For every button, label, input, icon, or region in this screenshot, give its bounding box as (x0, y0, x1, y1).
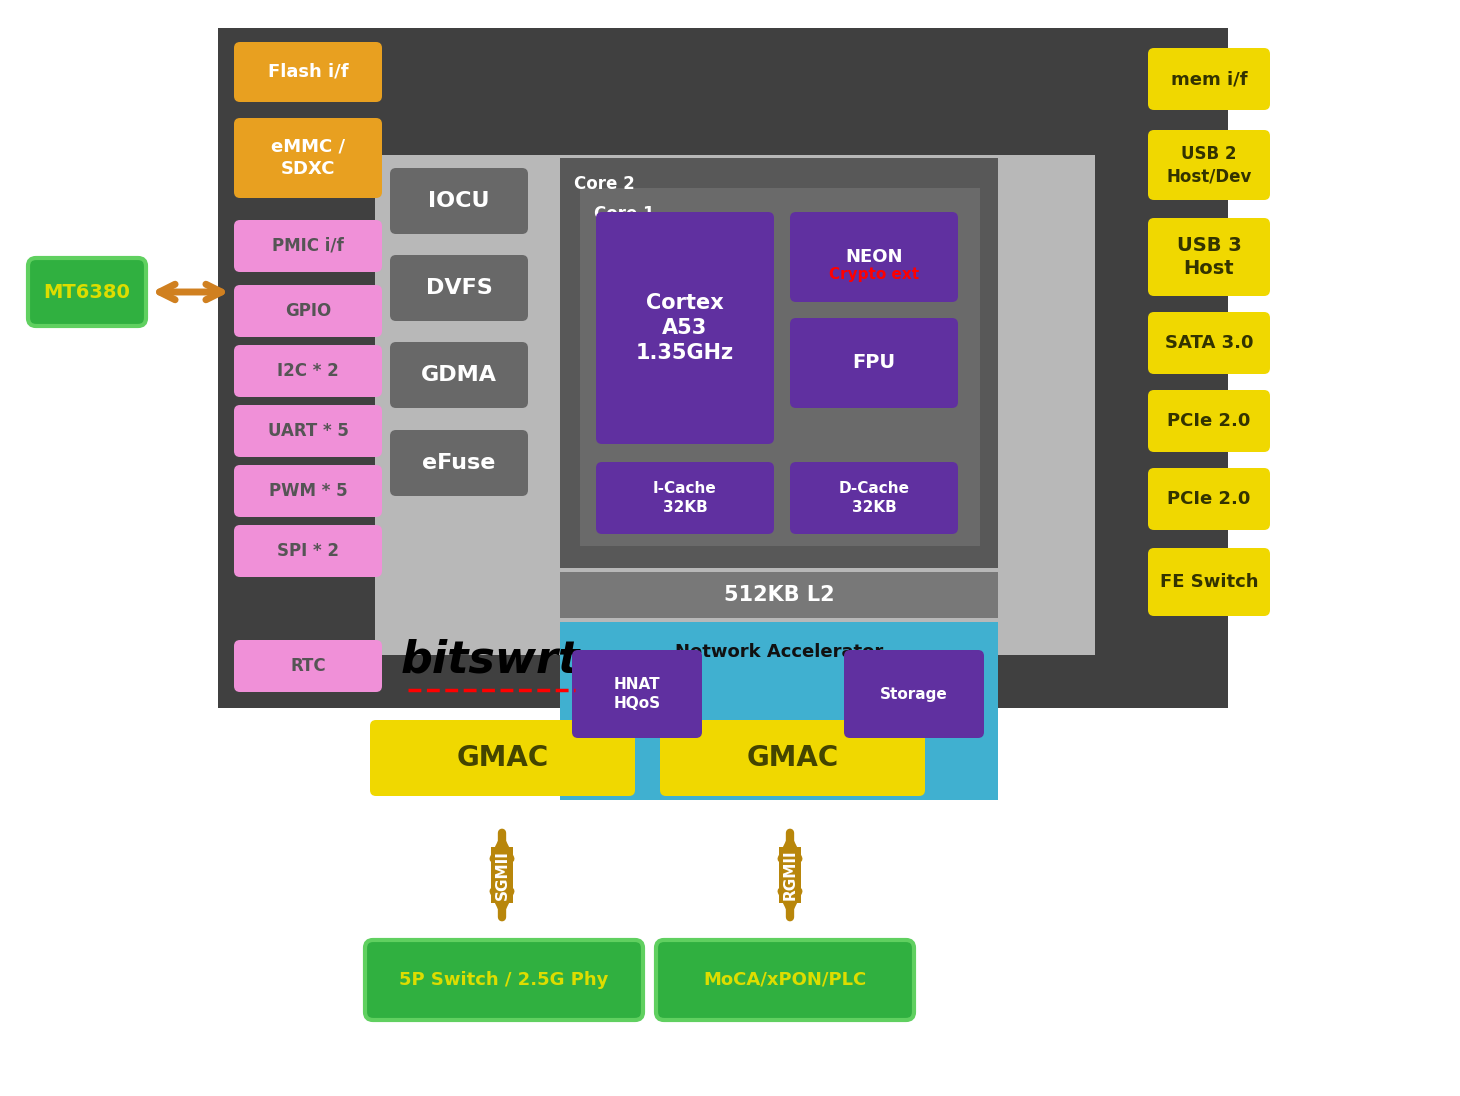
Text: PCIe 2.0: PCIe 2.0 (1168, 412, 1251, 430)
FancyBboxPatch shape (234, 640, 383, 692)
Bar (561, 572, 999, 618)
Text: mem i/f: mem i/f (1171, 70, 1247, 88)
FancyBboxPatch shape (660, 720, 926, 796)
Text: DVFS: DVFS (426, 278, 492, 298)
Text: RTC: RTC (291, 657, 326, 675)
Text: SPI * 2: SPI * 2 (277, 543, 339, 560)
Text: MoCA/xPON/PLC: MoCA/xPON/PLC (704, 971, 867, 989)
Text: 5P Switch / 2.5G Phy: 5P Switch / 2.5G Phy (400, 971, 609, 989)
FancyBboxPatch shape (1148, 468, 1270, 530)
Text: FPU: FPU (853, 354, 895, 373)
Text: eMMC /
SDXC: eMMC / SDXC (272, 138, 345, 179)
Text: USB 3
Host: USB 3 Host (1177, 236, 1241, 278)
FancyBboxPatch shape (390, 342, 529, 408)
FancyBboxPatch shape (1148, 390, 1270, 452)
Bar (580, 189, 980, 546)
FancyBboxPatch shape (596, 212, 774, 444)
FancyBboxPatch shape (1148, 218, 1270, 296)
Text: SATA 3.0: SATA 3.0 (1165, 334, 1253, 352)
Text: Cortex
A53
1.35GHz: Cortex A53 1.35GHz (637, 294, 734, 363)
FancyBboxPatch shape (234, 345, 383, 397)
FancyBboxPatch shape (234, 525, 383, 576)
FancyBboxPatch shape (1148, 130, 1270, 199)
Text: HNAT
HQoS: HNAT HQoS (613, 677, 660, 711)
Text: RGMII: RGMII (783, 849, 797, 900)
Text: I-Cache
32KB: I-Cache 32KB (653, 481, 717, 515)
FancyBboxPatch shape (234, 285, 383, 336)
FancyBboxPatch shape (390, 430, 529, 496)
Text: Flash i/f: Flash i/f (267, 62, 349, 81)
Text: UART * 5: UART * 5 (267, 422, 349, 439)
FancyBboxPatch shape (234, 406, 383, 457)
Text: PWM * 5: PWM * 5 (269, 482, 347, 500)
FancyBboxPatch shape (572, 650, 702, 738)
Bar (218, 28, 1228, 708)
FancyBboxPatch shape (390, 168, 529, 235)
FancyBboxPatch shape (234, 118, 383, 198)
FancyBboxPatch shape (234, 42, 383, 102)
Text: bitswrt: bitswrt (400, 639, 580, 682)
Bar (375, 155, 1095, 655)
Bar (561, 158, 999, 568)
Text: I2C * 2: I2C * 2 (277, 362, 339, 380)
Bar (561, 623, 999, 800)
Text: MT6380: MT6380 (44, 283, 130, 301)
FancyBboxPatch shape (790, 463, 958, 534)
Text: FE Switch: FE Switch (1159, 573, 1259, 591)
FancyBboxPatch shape (1148, 48, 1270, 110)
Text: Core 1: Core 1 (594, 205, 654, 222)
Text: Core 2: Core 2 (574, 175, 635, 193)
Text: GDMA: GDMA (420, 365, 496, 385)
FancyBboxPatch shape (1148, 548, 1270, 616)
Text: IOCU: IOCU (428, 191, 489, 212)
Text: SGMII: SGMII (495, 850, 510, 900)
Text: Crypto ext: Crypto ext (829, 266, 918, 282)
FancyBboxPatch shape (234, 220, 383, 272)
Text: GMAC: GMAC (457, 744, 549, 772)
FancyBboxPatch shape (390, 255, 529, 321)
Text: USB 2
Host/Dev: USB 2 Host/Dev (1167, 145, 1251, 185)
Text: PCIe 2.0: PCIe 2.0 (1168, 490, 1251, 509)
Text: Storage: Storage (880, 686, 948, 701)
Text: GMAC: GMAC (746, 744, 838, 772)
FancyBboxPatch shape (365, 940, 642, 1020)
Text: PMIC i/f: PMIC i/f (272, 237, 345, 255)
Text: D-Cache
32KB: D-Cache 32KB (838, 481, 910, 515)
Text: eFuse: eFuse (422, 453, 496, 473)
Text: 512KB L2: 512KB L2 (724, 585, 834, 605)
FancyBboxPatch shape (790, 212, 958, 302)
FancyBboxPatch shape (844, 650, 984, 738)
FancyBboxPatch shape (28, 258, 146, 326)
FancyBboxPatch shape (790, 318, 958, 408)
FancyBboxPatch shape (369, 720, 635, 796)
Text: GPIO: GPIO (285, 302, 331, 320)
Text: Network Accelerator: Network Accelerator (675, 643, 883, 661)
FancyBboxPatch shape (1148, 312, 1270, 374)
Text: NEON: NEON (845, 248, 902, 266)
FancyBboxPatch shape (656, 940, 914, 1020)
FancyBboxPatch shape (596, 463, 774, 534)
FancyBboxPatch shape (234, 465, 383, 517)
